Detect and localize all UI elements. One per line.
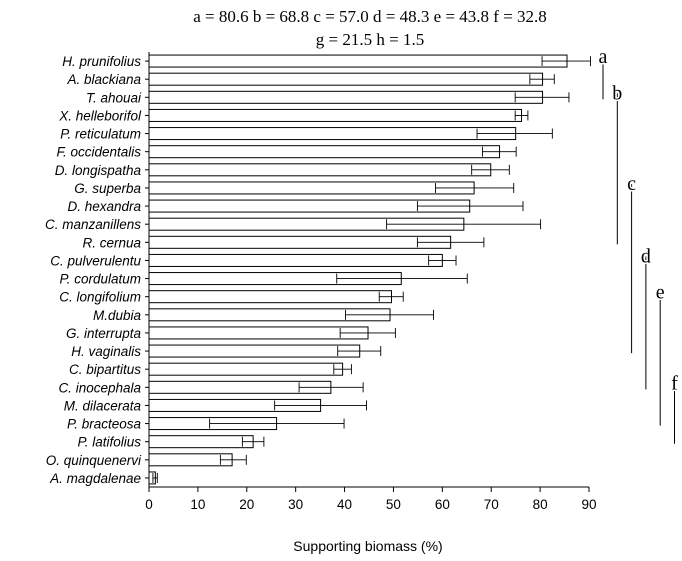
bar	[148, 290, 392, 304]
group-letter: a	[599, 46, 608, 68]
x-tick-label: 30	[288, 497, 303, 512]
category-label: M. dilacerata	[64, 398, 142, 413]
bar	[148, 344, 361, 358]
category-label: G. superba	[74, 181, 141, 196]
group-letter: b	[612, 82, 622, 104]
bar	[148, 54, 568, 68]
x-tick-label: 50	[386, 497, 401, 512]
bar	[148, 72, 544, 86]
bar	[148, 90, 544, 104]
x-tick-label: 40	[337, 497, 352, 512]
x-tick-label: 70	[484, 497, 499, 512]
bar	[148, 127, 517, 141]
category-label: X. helleborifol	[58, 108, 142, 123]
category-label: F. occidentalis	[56, 145, 141, 160]
category-label: C. manzanillens	[45, 217, 141, 232]
plot-area: 0 10 20 30 40 50 60 70 80 90 H. prunifolius A. blac…	[45, 45, 680, 512]
category-label: P. reticulatum	[60, 127, 141, 142]
x-tick-label: 10	[190, 497, 205, 512]
category-label: C. pulverulentu	[50, 253, 141, 268]
x-tick-label: 60	[435, 497, 450, 512]
category-label: C. bipartitus	[69, 362, 141, 377]
bar	[148, 326, 369, 340]
bar	[148, 435, 254, 449]
bar	[148, 362, 344, 376]
category-label: C. inocephala	[58, 380, 141, 395]
bar	[148, 453, 233, 467]
x-tick-label: 20	[239, 497, 254, 512]
category-label: C. longifolium	[59, 290, 141, 305]
bar	[148, 163, 492, 177]
x-tick-label: 80	[533, 497, 548, 512]
category-label: D. longispatha	[55, 163, 142, 178]
category-label: D. hexandra	[67, 199, 141, 214]
header-line-1: a = 80.6 b = 68.8 c = 57.0 d = 48.3 e = …	[193, 7, 547, 26]
bar	[148, 253, 443, 267]
group-letter: c	[627, 173, 636, 195]
category-label: M.dubia	[93, 308, 142, 323]
category-label: P. cordulatum	[59, 272, 141, 287]
category-label: H. vaginalis	[71, 344, 141, 359]
x-tick-label: 90	[581, 497, 596, 512]
group-letter: e	[656, 282, 665, 304]
category-label: G. interrupta	[66, 326, 142, 341]
category-label: R. cernua	[82, 235, 141, 250]
category-label: O. quinquenervi	[46, 453, 142, 468]
category-label: A. blackiana	[66, 72, 141, 87]
category-label: A. magdalenae	[49, 471, 141, 486]
group-letter: f	[671, 372, 678, 394]
bar	[148, 181, 475, 195]
bar	[148, 235, 452, 249]
category-label: P. latifolius	[77, 435, 141, 450]
category-label: T. ahouai	[86, 90, 142, 105]
group-letter: d	[641, 245, 651, 267]
category-label: P. bracteosa	[67, 417, 142, 432]
bar	[148, 145, 501, 159]
x-tick-label: 0	[145, 497, 153, 512]
header-line-2: g = 21.5 h = 1.5	[316, 30, 424, 49]
x-axis-label: Supporting biomass (%)	[293, 538, 442, 554]
category-label: H. prunifolius	[62, 54, 141, 69]
bar	[148, 108, 523, 122]
